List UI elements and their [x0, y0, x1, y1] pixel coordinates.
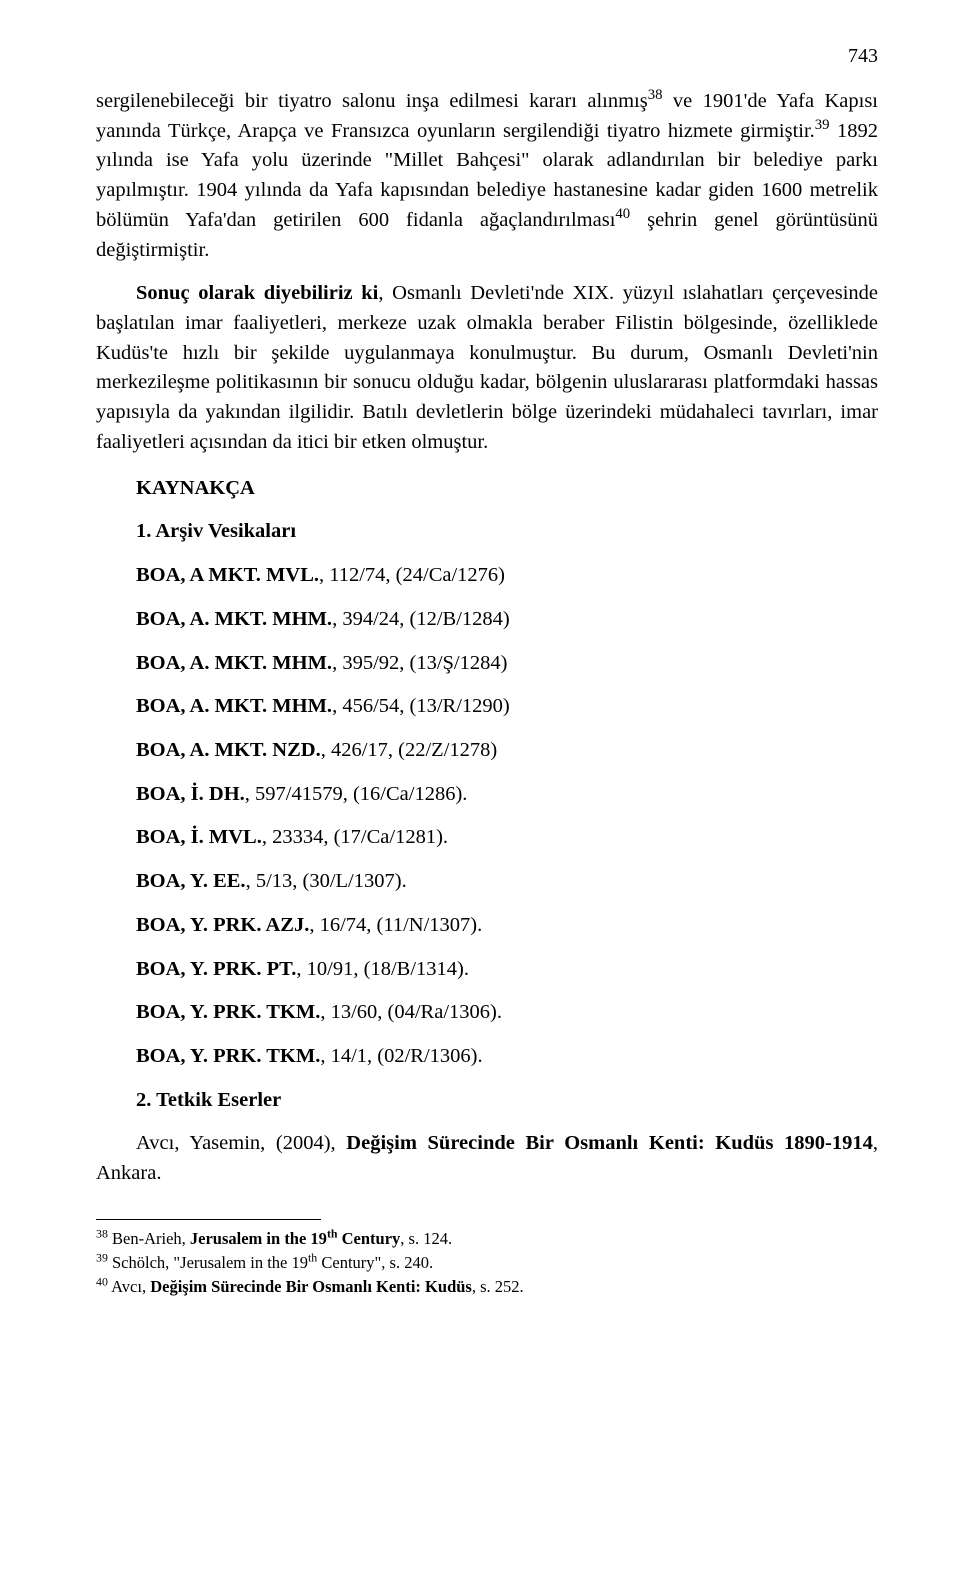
p1-text-a: sergilenebileceği bir tiyatro salonu inş… — [96, 90, 648, 112]
ref-rest: , 14/1, (02/R/1306). — [320, 1045, 482, 1067]
fn-text-b: , s. 252. — [472, 1277, 524, 1296]
ref-bold: BOA, A. MKT. NZD. — [136, 739, 321, 761]
p2-text-b: , Osmanlı Devleti'nde XIX. yüzyıl ıslaha… — [96, 282, 878, 453]
tetkik-a: Avcı, Yasemin, (2004), — [136, 1132, 346, 1154]
archive-ref: BOA, A. MKT. MHM., 394/24, (12/B/1284) — [136, 605, 878, 635]
ref-bold: BOA, Y. PRK. PT. — [136, 958, 296, 980]
ref-rest: , 5/13, (30/L/1307). — [246, 870, 407, 892]
archive-ref: BOA, Y. EE., 5/13, (30/L/1307). — [136, 867, 878, 897]
footnote-40: 40 Avcı, Değişim Sürecinde Bir Osmanlı K… — [96, 1276, 878, 1298]
archive-ref: BOA, Y. PRK. TKM., 14/1, (02/R/1306). — [136, 1042, 878, 1072]
archive-ref: BOA, Y. PRK. TKM., 13/60, (04/Ra/1306). — [136, 998, 878, 1028]
ref-bold: BOA, Y. EE. — [136, 870, 246, 892]
tetkik-entry: Avcı, Yasemin, (2004), Değişim Sürecinde… — [96, 1129, 878, 1188]
ref-bold: BOA, A. MKT. MHM. — [136, 608, 332, 630]
ref-bold: BOA, A MKT. MVL. — [136, 564, 319, 586]
footnote-38: 38 Ben-Arieh, Jerusalem in the 19th Cent… — [96, 1228, 878, 1250]
page-number: 743 — [96, 42, 878, 71]
archive-ref: BOA, A. MKT. NZD., 426/17, (22/Z/1278) — [136, 736, 878, 766]
archive-ref: BOA, A. MKT. MHM., 456/54, (13/R/1290) — [136, 692, 878, 722]
footnote-ref-39: 39 — [815, 117, 830, 133]
archive-ref: BOA, İ. DH., 597/41579, (16/Ca/1286). — [136, 780, 878, 810]
footnote-num: 39 — [96, 1251, 108, 1265]
ref-rest: , 16/74, (11/N/1307). — [309, 914, 482, 936]
footnote-ref-38: 38 — [648, 87, 663, 103]
ref-bold: BOA, Y. PRK. TKM. — [136, 1045, 320, 1067]
heading-tetkik: 2. Tetkik Eserler — [136, 1086, 878, 1116]
tetkik-bold: Değişim Sürecinde Bir Osmanlı Kenti: Kud… — [346, 1132, 873, 1154]
archive-ref: BOA, İ. MVL., 23334, (17/Ca/1281). — [136, 823, 878, 853]
archive-ref: BOA, A MKT. MVL., 112/74, (24/Ca/1276) — [136, 561, 878, 591]
archive-ref: BOA, Y. PRK. PT., 10/91, (18/B/1314). — [136, 955, 878, 985]
ref-bold: BOA, A. MKT. MHM. — [136, 695, 332, 717]
ref-rest: , 23334, (17/Ca/1281). — [262, 826, 448, 848]
ref-rest: , 112/74, (24/Ca/1276) — [319, 564, 505, 586]
footnote-num: 38 — [96, 1226, 108, 1240]
ref-bold: BOA, İ. DH. — [136, 783, 245, 805]
fn-text: Schölch, "Jerusalem in the 19 — [108, 1253, 308, 1272]
ref-rest: , 426/17, (22/Z/1278) — [321, 739, 498, 761]
fn-text-b: Century", s. 240. — [317, 1253, 433, 1272]
fn-bold2: Century — [338, 1229, 401, 1248]
fn-sup: th — [308, 1251, 317, 1265]
ref-rest: , 10/91, (18/B/1314). — [296, 958, 469, 980]
footnote-39: 39 Schölch, "Jerusalem in the 19th Centu… — [96, 1252, 878, 1274]
ref-bold: BOA, İ. MVL. — [136, 826, 262, 848]
fn-text: Avcı, — [108, 1277, 150, 1296]
ref-bold: BOA, Y. PRK. AZJ. — [136, 914, 309, 936]
ref-rest: , 597/41579, (16/Ca/1286). — [245, 783, 468, 805]
heading-kaynakca: KAYNAKÇA — [136, 474, 878, 504]
footnote-separator — [96, 1219, 321, 1220]
ref-rest: , 456/54, (13/R/1290) — [332, 695, 510, 717]
archive-ref: BOA, A. MKT. MHM., 395/92, (13/Ş/1284) — [136, 649, 878, 679]
footnote-num: 40 — [96, 1275, 108, 1289]
footnote-ref-40: 40 — [615, 206, 630, 222]
fn-sup: th — [327, 1226, 338, 1240]
ref-rest: , 394/24, (12/B/1284) — [332, 608, 510, 630]
heading-arsiv: 1. Arşiv Vesikaları — [136, 517, 878, 547]
paragraph-2: Sonuç olarak diyebiliriz ki, Osmanlı Dev… — [96, 279, 878, 457]
fn-bold: Jerusalem in the 19 — [190, 1229, 327, 1248]
fn-bold: Değişim Sürecinde Bir Osmanlı Kenti: Kud… — [150, 1277, 472, 1296]
fn-text: Ben-Arieh, — [108, 1229, 190, 1248]
ref-bold: BOA, Y. PRK. TKM. — [136, 1001, 320, 1023]
archive-ref: BOA, Y. PRK. AZJ., 16/74, (11/N/1307). — [136, 911, 878, 941]
paragraph-1: sergilenebileceği bir tiyatro salonu inş… — [96, 87, 878, 265]
ref-rest: , 395/92, (13/Ş/1284) — [332, 652, 507, 674]
ref-bold: BOA, A. MKT. MHM. — [136, 652, 332, 674]
ref-rest: , 13/60, (04/Ra/1306). — [320, 1001, 502, 1023]
fn-text-b: , s. 124. — [400, 1229, 452, 1248]
p2-lead-bold: Sonuç olarak diyebiliriz ki — [136, 282, 378, 304]
